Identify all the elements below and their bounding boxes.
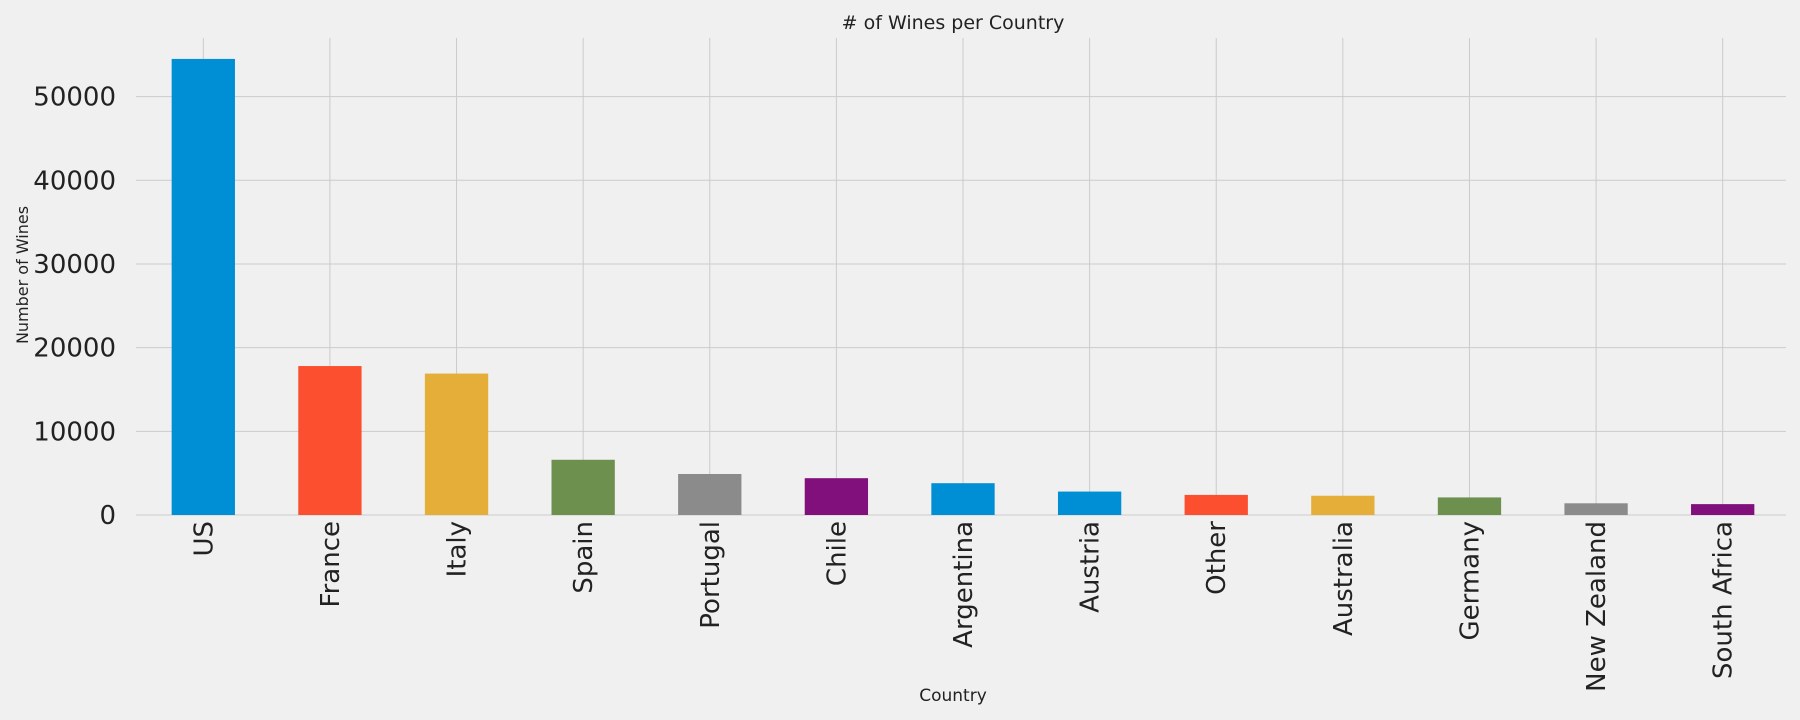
y-tick-label: 20000 <box>33 334 116 364</box>
bar-south-africa <box>1691 504 1755 515</box>
x-tick-label: New Zealand <box>1582 521 1612 692</box>
y-axis-title: Number of Wines <box>13 206 32 344</box>
bar-argentina <box>931 483 995 515</box>
bars <box>171 58 1755 515</box>
bar-germany <box>1437 497 1502 515</box>
y-tick-label: 40000 <box>33 166 116 196</box>
bar-other <box>1184 494 1248 515</box>
x-tick-label: Chile <box>822 521 852 586</box>
x-tick-label: Spain <box>569 521 599 594</box>
x-tick-labels: US France Italy Spain Portugal Chile Argentina… <box>189 521 1738 692</box>
bar-chile <box>804 478 869 515</box>
bar-us <box>171 58 235 515</box>
x-tick-label: Argentina <box>949 521 979 648</box>
chart-title: # of Wines per Country <box>842 12 1065 34</box>
bar-australia <box>1311 495 1375 515</box>
x-tick-label: Other <box>1202 521 1232 595</box>
x-tick-label: Italy <box>443 521 473 577</box>
grid <box>136 38 1786 516</box>
bar-portugal <box>678 473 742 515</box>
x-tick-label: US <box>189 521 219 557</box>
y-tick-label: 10000 <box>33 417 116 447</box>
x-tick-label: Portugal <box>696 521 726 629</box>
x-axis-title: Country <box>919 686 987 706</box>
bar-italy <box>424 373 489 515</box>
x-tick-label: Germany <box>1455 521 1485 641</box>
y-tick-labels: 0 10000 20000 30000 40000 50000 <box>33 83 116 531</box>
x-tick-label: Austria <box>1076 521 1106 613</box>
bar-new-zealand <box>1564 503 1628 515</box>
y-tick-label: 50000 <box>33 83 116 113</box>
bar-france <box>298 366 362 515</box>
x-tick-label: Australia <box>1329 521 1359 636</box>
bar-austria <box>1057 491 1122 515</box>
y-tick-label: 0 <box>99 501 116 531</box>
x-tick-label: South Africa <box>1709 521 1739 679</box>
bar-spain <box>551 459 615 515</box>
x-tick-label: France <box>316 521 346 607</box>
y-tick-label: 30000 <box>33 250 116 280</box>
